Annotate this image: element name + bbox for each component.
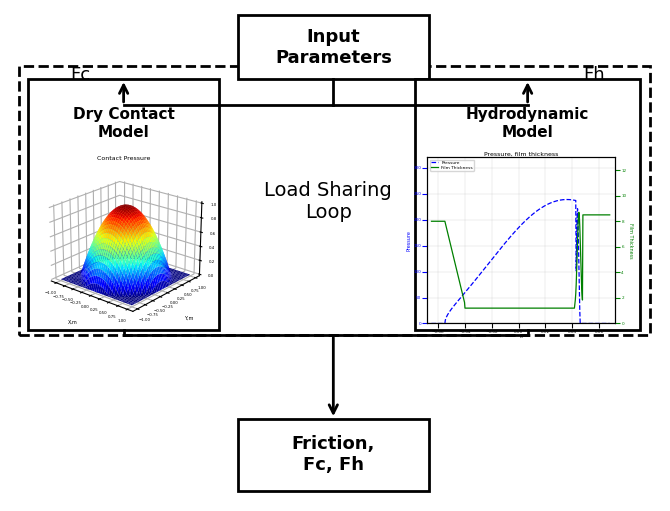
Text: Input
Parameters: Input Parameters bbox=[275, 28, 392, 66]
Y-axis label: Y,m: Y,m bbox=[184, 315, 193, 320]
FancyBboxPatch shape bbox=[19, 66, 650, 335]
Pressure bbox=[486, 259, 494, 265]
Pressure bbox=[557, 197, 565, 203]
Text: Dry Contact
Model: Dry Contact Model bbox=[72, 107, 175, 140]
Film Thickness bbox=[606, 212, 614, 218]
Pressure bbox=[563, 196, 571, 202]
Y-axis label: Film Thickness: Film Thickness bbox=[628, 223, 633, 258]
Line: Pressure: Pressure bbox=[431, 199, 610, 323]
Film Thickness bbox=[427, 218, 436, 224]
Line: Film Thickness: Film Thickness bbox=[431, 213, 610, 308]
Film Thickness bbox=[557, 305, 565, 311]
X-axis label: x: x bbox=[520, 334, 523, 339]
Film Thickness bbox=[486, 305, 494, 311]
Pressure bbox=[539, 203, 547, 210]
Title: Contact Pressure: Contact Pressure bbox=[97, 155, 150, 160]
Text: Friction,
Fc, Fh: Friction, Fc, Fh bbox=[291, 435, 375, 474]
Film Thickness bbox=[540, 305, 548, 311]
Film Thickness bbox=[575, 210, 583, 216]
Y-axis label: Pressure: Pressure bbox=[407, 230, 412, 251]
FancyBboxPatch shape bbox=[238, 15, 429, 79]
FancyBboxPatch shape bbox=[28, 79, 219, 330]
Film Thickness bbox=[557, 305, 565, 311]
Text: Hydrodynamic
Model: Hydrodynamic Model bbox=[466, 107, 590, 140]
Pressure bbox=[498, 244, 506, 250]
Film Thickness bbox=[461, 305, 469, 311]
Pressure bbox=[606, 320, 614, 327]
Pressure bbox=[556, 197, 564, 203]
X-axis label: X,m: X,m bbox=[68, 320, 78, 325]
Text: Load Sharing
Loop: Load Sharing Loop bbox=[265, 181, 392, 222]
Pressure bbox=[449, 304, 457, 310]
Pressure bbox=[427, 320, 436, 327]
FancyBboxPatch shape bbox=[238, 419, 429, 491]
Text: Fh: Fh bbox=[583, 66, 604, 84]
Film Thickness bbox=[449, 251, 457, 258]
Title: Pressure, film thickness: Pressure, film thickness bbox=[484, 151, 559, 156]
Legend: Pressure, Film Thickness: Pressure, Film Thickness bbox=[429, 159, 474, 171]
Film Thickness bbox=[498, 305, 507, 311]
Text: Fc: Fc bbox=[70, 66, 90, 84]
FancyBboxPatch shape bbox=[415, 79, 640, 330]
